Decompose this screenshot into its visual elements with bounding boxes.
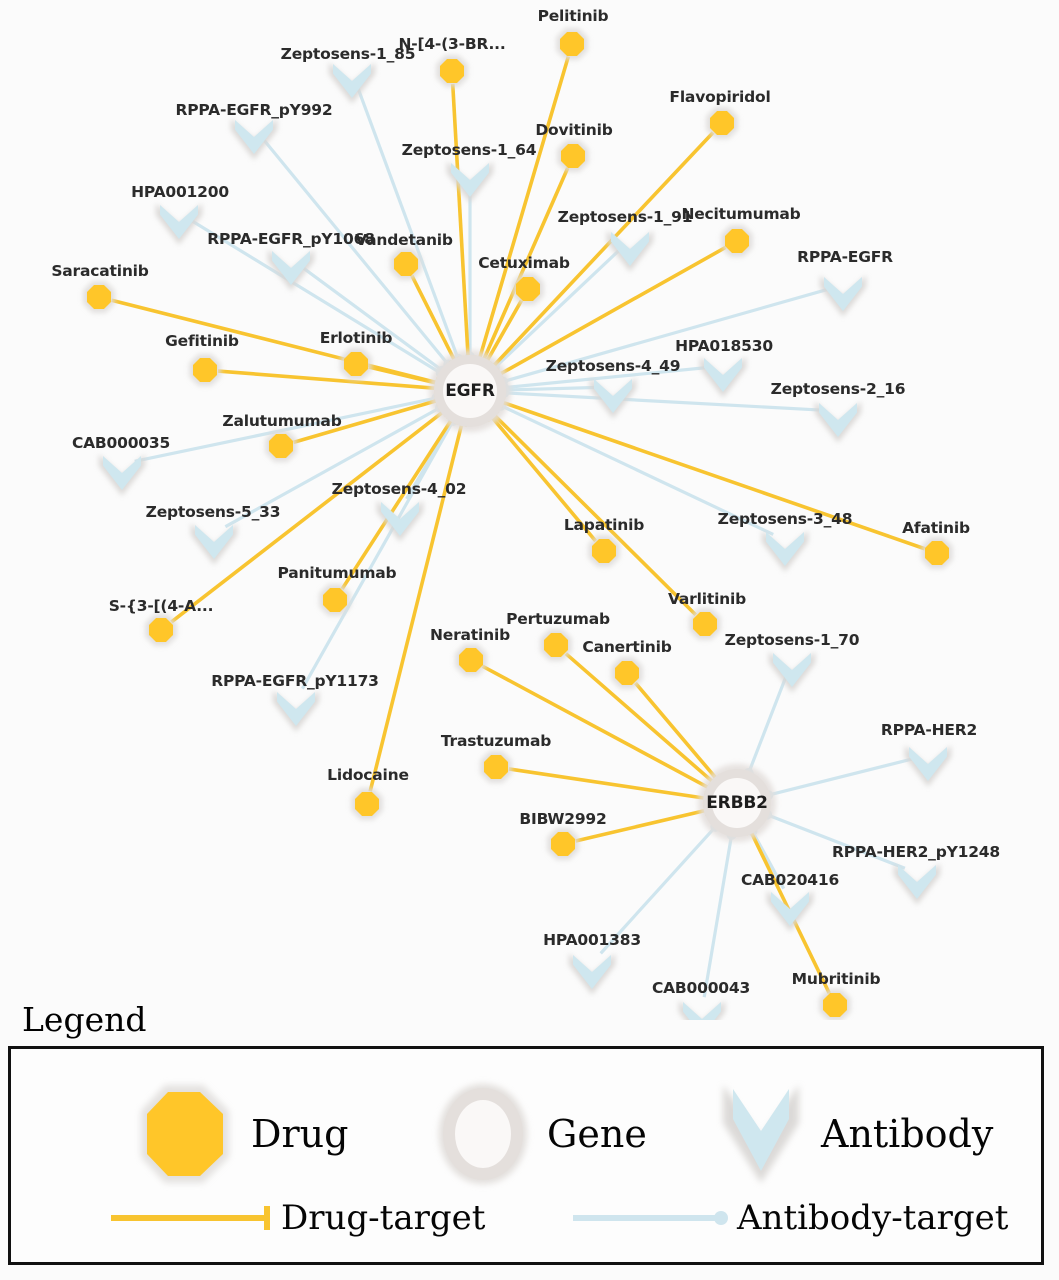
drug-node[interactable] bbox=[189, 354, 221, 386]
drug-node[interactable] bbox=[83, 281, 115, 313]
drug-node[interactable] bbox=[480, 751, 512, 783]
antibody-node[interactable] bbox=[190, 523, 238, 565]
antibody-node[interactable] bbox=[606, 230, 654, 272]
drug-target-edge[interactable] bbox=[498, 396, 926, 551]
edge-layer bbox=[111, 55, 926, 998]
drug-node[interactable] bbox=[588, 535, 620, 567]
antibody-target-edge[interactable] bbox=[300, 265, 448, 377]
antibody-target-edge[interactable] bbox=[743, 672, 789, 779]
drug-node[interactable] bbox=[540, 629, 572, 661]
drug-target-edge-icon bbox=[111, 1206, 270, 1230]
drug-target-edge[interactable] bbox=[473, 55, 571, 362]
legend-item-antibody: Antibody bbox=[711, 1075, 993, 1193]
antibody-node[interactable] bbox=[589, 377, 637, 419]
drug-node[interactable] bbox=[611, 657, 643, 689]
antibody-node[interactable] bbox=[766, 890, 814, 932]
drug-icon bbox=[141, 1085, 229, 1183]
drug-node[interactable] bbox=[455, 644, 487, 676]
legend-item-drug-target: Drug-target bbox=[109, 1201, 485, 1235]
drug-node[interactable] bbox=[145, 614, 177, 646]
legend-label-drug-target: Drug-target bbox=[281, 1198, 486, 1238]
antibody-target-edge[interactable] bbox=[599, 821, 721, 955]
antibody-node[interactable] bbox=[376, 500, 424, 542]
drug-node[interactable] bbox=[557, 140, 589, 172]
network-graph-canvas[interactable] bbox=[0, 0, 1059, 1020]
drug-node[interactable] bbox=[340, 348, 372, 380]
legend-label-antibody-target: Antibody-target bbox=[737, 1198, 1009, 1238]
antibody-node[interactable] bbox=[230, 118, 278, 160]
drug-target-edge[interactable] bbox=[488, 131, 715, 372]
antibody-node[interactable] bbox=[814, 401, 862, 443]
drug-target-edge[interactable] bbox=[486, 412, 598, 543]
drug-node[interactable] bbox=[512, 273, 544, 305]
drug-node[interactable] bbox=[390, 248, 422, 280]
antibody-node[interactable] bbox=[904, 745, 952, 787]
antibody-node[interactable] bbox=[568, 953, 616, 995]
legend-box: Drug Gene Antibody bbox=[8, 1046, 1044, 1265]
antibody-target-edge-icon bbox=[573, 1211, 728, 1225]
legend-label-gene: Gene bbox=[547, 1112, 647, 1156]
drug-node[interactable] bbox=[819, 989, 851, 1020]
drug-target-edge[interactable] bbox=[508, 767, 708, 804]
drug-node[interactable] bbox=[547, 828, 579, 860]
legend-item-drug: Drug bbox=[129, 1075, 348, 1193]
antibody-node[interactable] bbox=[446, 161, 494, 203]
drug-node[interactable] bbox=[706, 107, 738, 139]
antibody-target-edge[interactable] bbox=[261, 137, 454, 370]
antibody-target-edge[interactable] bbox=[189, 218, 447, 379]
drug-target-edge[interactable] bbox=[634, 681, 722, 784]
antibody-node[interactable] bbox=[272, 690, 320, 732]
drug-node[interactable] bbox=[265, 430, 297, 462]
drug-node[interactable] bbox=[319, 584, 351, 616]
antibody-node[interactable] bbox=[155, 203, 203, 245]
legend-item-gene: Gene bbox=[429, 1075, 647, 1193]
antibody-target-edge[interactable] bbox=[300, 415, 459, 690]
node-layer[interactable] bbox=[83, 28, 953, 1020]
drug-target-edge[interactable] bbox=[495, 245, 727, 381]
antibody-node[interactable] bbox=[98, 454, 146, 496]
antibody-target-edge[interactable] bbox=[762, 756, 916, 801]
antibody-node[interactable] bbox=[768, 651, 816, 693]
antibody-target-edge[interactable] bbox=[702, 829, 737, 998]
drug-node[interactable] bbox=[689, 608, 721, 640]
legend-item-antibody-target: Antibody-target bbox=[571, 1201, 1008, 1235]
drug-node[interactable] bbox=[921, 537, 953, 569]
legend-label-drug: Drug bbox=[251, 1112, 349, 1156]
gene-node[interactable] bbox=[429, 350, 511, 432]
antibody-node[interactable] bbox=[678, 1000, 726, 1020]
antibody-node[interactable] bbox=[699, 356, 747, 398]
drug-node[interactable] bbox=[556, 28, 588, 60]
antibody-target-edge[interactable] bbox=[498, 387, 826, 412]
antibody-target-edge[interactable] bbox=[355, 83, 464, 365]
antibody-node[interactable] bbox=[267, 249, 315, 291]
gene-icon bbox=[439, 1084, 527, 1184]
legend: Legend Drug Gene bbox=[0, 1000, 1059, 1280]
drug-target-edge[interactable] bbox=[575, 804, 709, 843]
drug-node[interactable] bbox=[436, 55, 468, 87]
gene-node[interactable] bbox=[698, 764, 776, 842]
antibody-icon bbox=[723, 1085, 799, 1183]
legend-title: Legend bbox=[22, 1000, 147, 1039]
antibody-node[interactable] bbox=[819, 275, 867, 317]
antibody-node[interactable] bbox=[328, 62, 376, 104]
legend-label-antibody: Antibody bbox=[821, 1112, 994, 1156]
antibody-node[interactable] bbox=[761, 530, 809, 572]
antibody-target-edge[interactable] bbox=[761, 809, 906, 870]
drug-node[interactable] bbox=[351, 788, 383, 820]
drug-target-edge[interactable] bbox=[488, 409, 698, 617]
drug-node[interactable] bbox=[721, 225, 753, 257]
antibody-target-edge[interactable] bbox=[495, 400, 774, 536]
antibody-node[interactable] bbox=[893, 863, 941, 905]
